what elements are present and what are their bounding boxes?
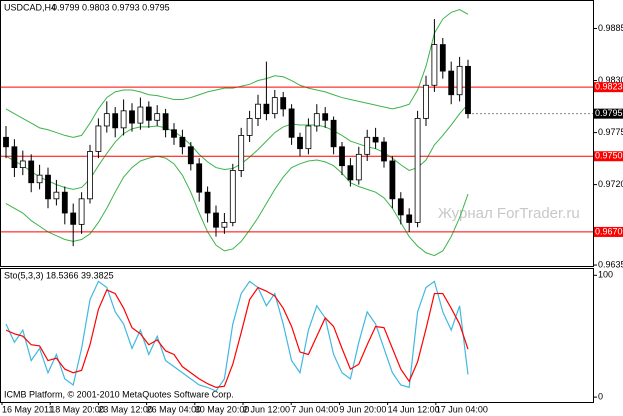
watermark: Журнал ForTrader.ru <box>438 205 580 222</box>
y-tick-label: 0.9775 <box>598 127 623 137</box>
candle-body <box>53 191 60 200</box>
candle-body <box>465 65 471 115</box>
x-tick-label: 26 May 04:00 <box>147 404 202 414</box>
x-tick-label: 14 Jun 12:00 <box>388 404 440 414</box>
candle-body <box>389 160 396 200</box>
candle-body <box>322 113 329 121</box>
candle-body <box>406 214 413 223</box>
x-tick-label: 2 Jun 12:00 <box>243 404 290 414</box>
stoch-title: Sto(5,3,3) 18.5366 39.3825 <box>4 270 114 280</box>
main-panel <box>0 0 594 267</box>
candle-body <box>196 163 203 193</box>
y-tick-label: 0.9635 <box>598 259 623 269</box>
candle-body <box>87 151 93 200</box>
candle-body <box>330 119 337 148</box>
candle-body <box>313 113 320 127</box>
y-tick-label: 0.9885 <box>598 23 623 33</box>
candle-body <box>456 65 463 96</box>
x-tick-label: 23 May 12:00 <box>98 404 153 414</box>
stoch-line <box>5 286 469 389</box>
current-price-label: 0.9795 <box>595 108 623 118</box>
candle-body <box>221 222 228 228</box>
candle-body <box>347 165 354 181</box>
candle-body <box>414 117 421 223</box>
candle-body <box>154 113 161 121</box>
candle-body <box>439 44 446 72</box>
candle-body <box>129 110 135 124</box>
level-label-bg <box>594 82 623 93</box>
candle-body <box>171 129 177 138</box>
symbol-title: USDCAD,H4 <box>4 2 56 12</box>
x-tick-label: 9 Jun 20:00 <box>339 404 386 414</box>
candle-body <box>70 212 77 225</box>
level-label: 0.9670 <box>595 226 623 236</box>
candle-body <box>11 146 18 168</box>
candle-body <box>238 135 245 171</box>
candle-body <box>305 125 312 150</box>
candle-body <box>339 146 345 167</box>
ohlc-label: 0.9799 0.9803 0.9793 0.9795 <box>52 2 170 12</box>
x-tick-label: 7 Jun 04:00 <box>291 404 338 414</box>
candle-body <box>423 84 429 119</box>
candle-body <box>364 136 371 155</box>
candle-body <box>28 160 35 184</box>
candle-body <box>3 136 9 148</box>
candle-body <box>246 117 253 136</box>
level-label: 0.9750 <box>595 151 623 161</box>
candle-body <box>372 136 379 143</box>
candle-body <box>431 44 438 86</box>
candle-body <box>381 141 387 162</box>
candle-body <box>229 170 236 223</box>
x-tick-label: 17 Jun 04:00 <box>436 404 488 414</box>
current-price-bg <box>594 108 623 119</box>
candle-body <box>271 97 278 115</box>
candle-body <box>297 136 303 150</box>
candle-body <box>112 113 119 129</box>
level-label-bg <box>594 226 623 237</box>
candle-body <box>288 108 295 138</box>
stoch-panel <box>0 268 594 403</box>
candle-body <box>397 198 404 216</box>
candle-body <box>19 160 26 168</box>
level-label: 0.9823 <box>595 82 623 92</box>
candle-body <box>61 191 68 214</box>
candle-body <box>213 212 219 228</box>
level-label-bg <box>594 151 623 162</box>
candle-body <box>78 198 85 225</box>
candle-body <box>95 125 102 152</box>
candle-body <box>103 113 110 127</box>
bollinger-lower <box>5 155 469 257</box>
candle-body <box>120 110 127 129</box>
bollinger-middle <box>5 103 469 190</box>
x-tick-label: 30 May 20:00 <box>195 404 250 414</box>
candle-body <box>36 174 43 184</box>
candle-body <box>448 70 455 96</box>
candle-body <box>187 146 194 165</box>
y-tick-label: 0 <box>598 392 603 402</box>
y-tick-label: 0.9720 <box>598 179 623 189</box>
y-tick-label: 100 <box>598 270 613 280</box>
candle-body <box>255 103 261 119</box>
copyright: ICMB Platform, © 2001-2010 MetaQuotes So… <box>4 389 234 399</box>
candle-body <box>355 153 362 181</box>
candle-body <box>280 97 287 110</box>
candle-body <box>263 103 270 115</box>
candle-body <box>137 106 144 124</box>
x-tick-label: 16 May 2011 <box>2 404 53 414</box>
stoch-line <box>5 280 469 392</box>
candle-body <box>179 136 186 148</box>
x-tick-label: 18 May 20:00 <box>50 404 105 414</box>
candle-body <box>145 106 152 121</box>
candle-body <box>162 113 169 131</box>
candle-body <box>204 191 211 214</box>
candle-body <box>45 174 51 200</box>
y-tick-label: 0.9830 <box>598 75 623 85</box>
